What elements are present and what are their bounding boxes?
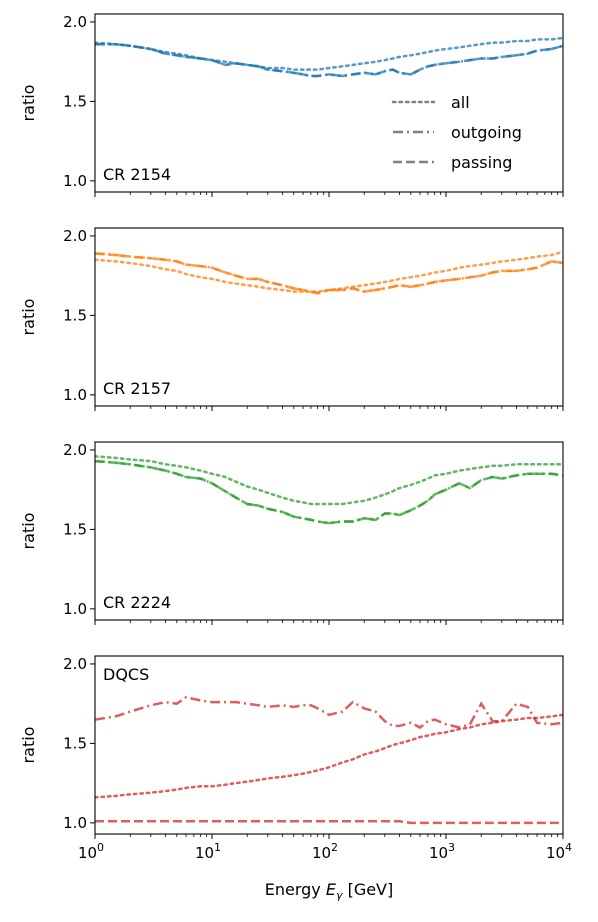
legend-label-all: all [451,93,470,112]
series-group [95,455,563,525]
panels-group: 1.0 1.5 2.0 ratio CR 2154 1.0 1.5 2.0 ratio CR 21… [19,13,572,862]
y-tick-label: 2.0 [63,13,87,31]
series-line-passing [95,252,563,295]
panel-3: 1.0 1.5 2.0 ratio CR 2224 [19,441,564,625]
series-line-all [95,713,563,799]
panel-label: CR 2154 [103,165,171,184]
x-tick-label: 101 [195,841,221,862]
y-tick-label: 2.0 [63,441,87,459]
series-line-all [95,455,563,506]
y-tick-label: 1.5 [63,92,87,110]
y-tick-label: 2.0 [63,227,87,245]
y-tick-label: 1.5 [63,734,87,752]
panel-1: 1.0 1.5 2.0 ratio CR 2154 [19,13,564,197]
y-tick-label: 1.0 [63,386,87,404]
series-line-outgoing [95,695,563,729]
series-group [95,36,563,78]
y-axis-label: ratio [19,299,38,336]
y-tick-label: 1.5 [63,520,87,538]
legend: all outgoing passing [391,93,522,172]
y-tick-label: 2.0 [63,655,87,673]
y-axis-label: ratio [19,85,38,122]
legend-label-outgoing: outgoing [451,123,522,142]
plot-frame [94,655,564,835]
panel-label: DQCS [103,665,149,684]
series-line-passing [95,42,563,78]
x-axis-label: Energy Eγ [GeV] [265,880,394,902]
panel-4: 1.0 1.5 2.0 100 101 102 103 104 ratio DQCS [19,655,572,862]
y-tick-label: 1.0 [63,600,87,618]
legend-label-passing: passing [451,153,512,172]
panel-label: CR 2157 [103,379,171,398]
series-line-all [95,250,563,293]
y-axis-label: ratio [19,727,38,764]
x-tick-label: 103 [429,841,455,862]
series-line-passing [95,459,563,525]
y-tick-label: 1.0 [63,172,87,190]
x-tick-label: 102 [312,841,338,862]
series-group [95,695,563,825]
panel-label: CR 2224 [103,593,171,612]
series-line-passing [95,820,563,825]
y-axis-label: ratio [19,513,38,550]
panel-2: 1.0 1.5 2.0 ratio CR 2157 [19,227,564,411]
x-tick-label: 104 [546,841,572,862]
series-line-outgoing [95,42,563,78]
x-tick-label: 100 [78,841,104,862]
y-tick-label: 1.0 [63,814,87,832]
y-tick-label: 1.5 [63,306,87,324]
series-group [95,250,563,295]
